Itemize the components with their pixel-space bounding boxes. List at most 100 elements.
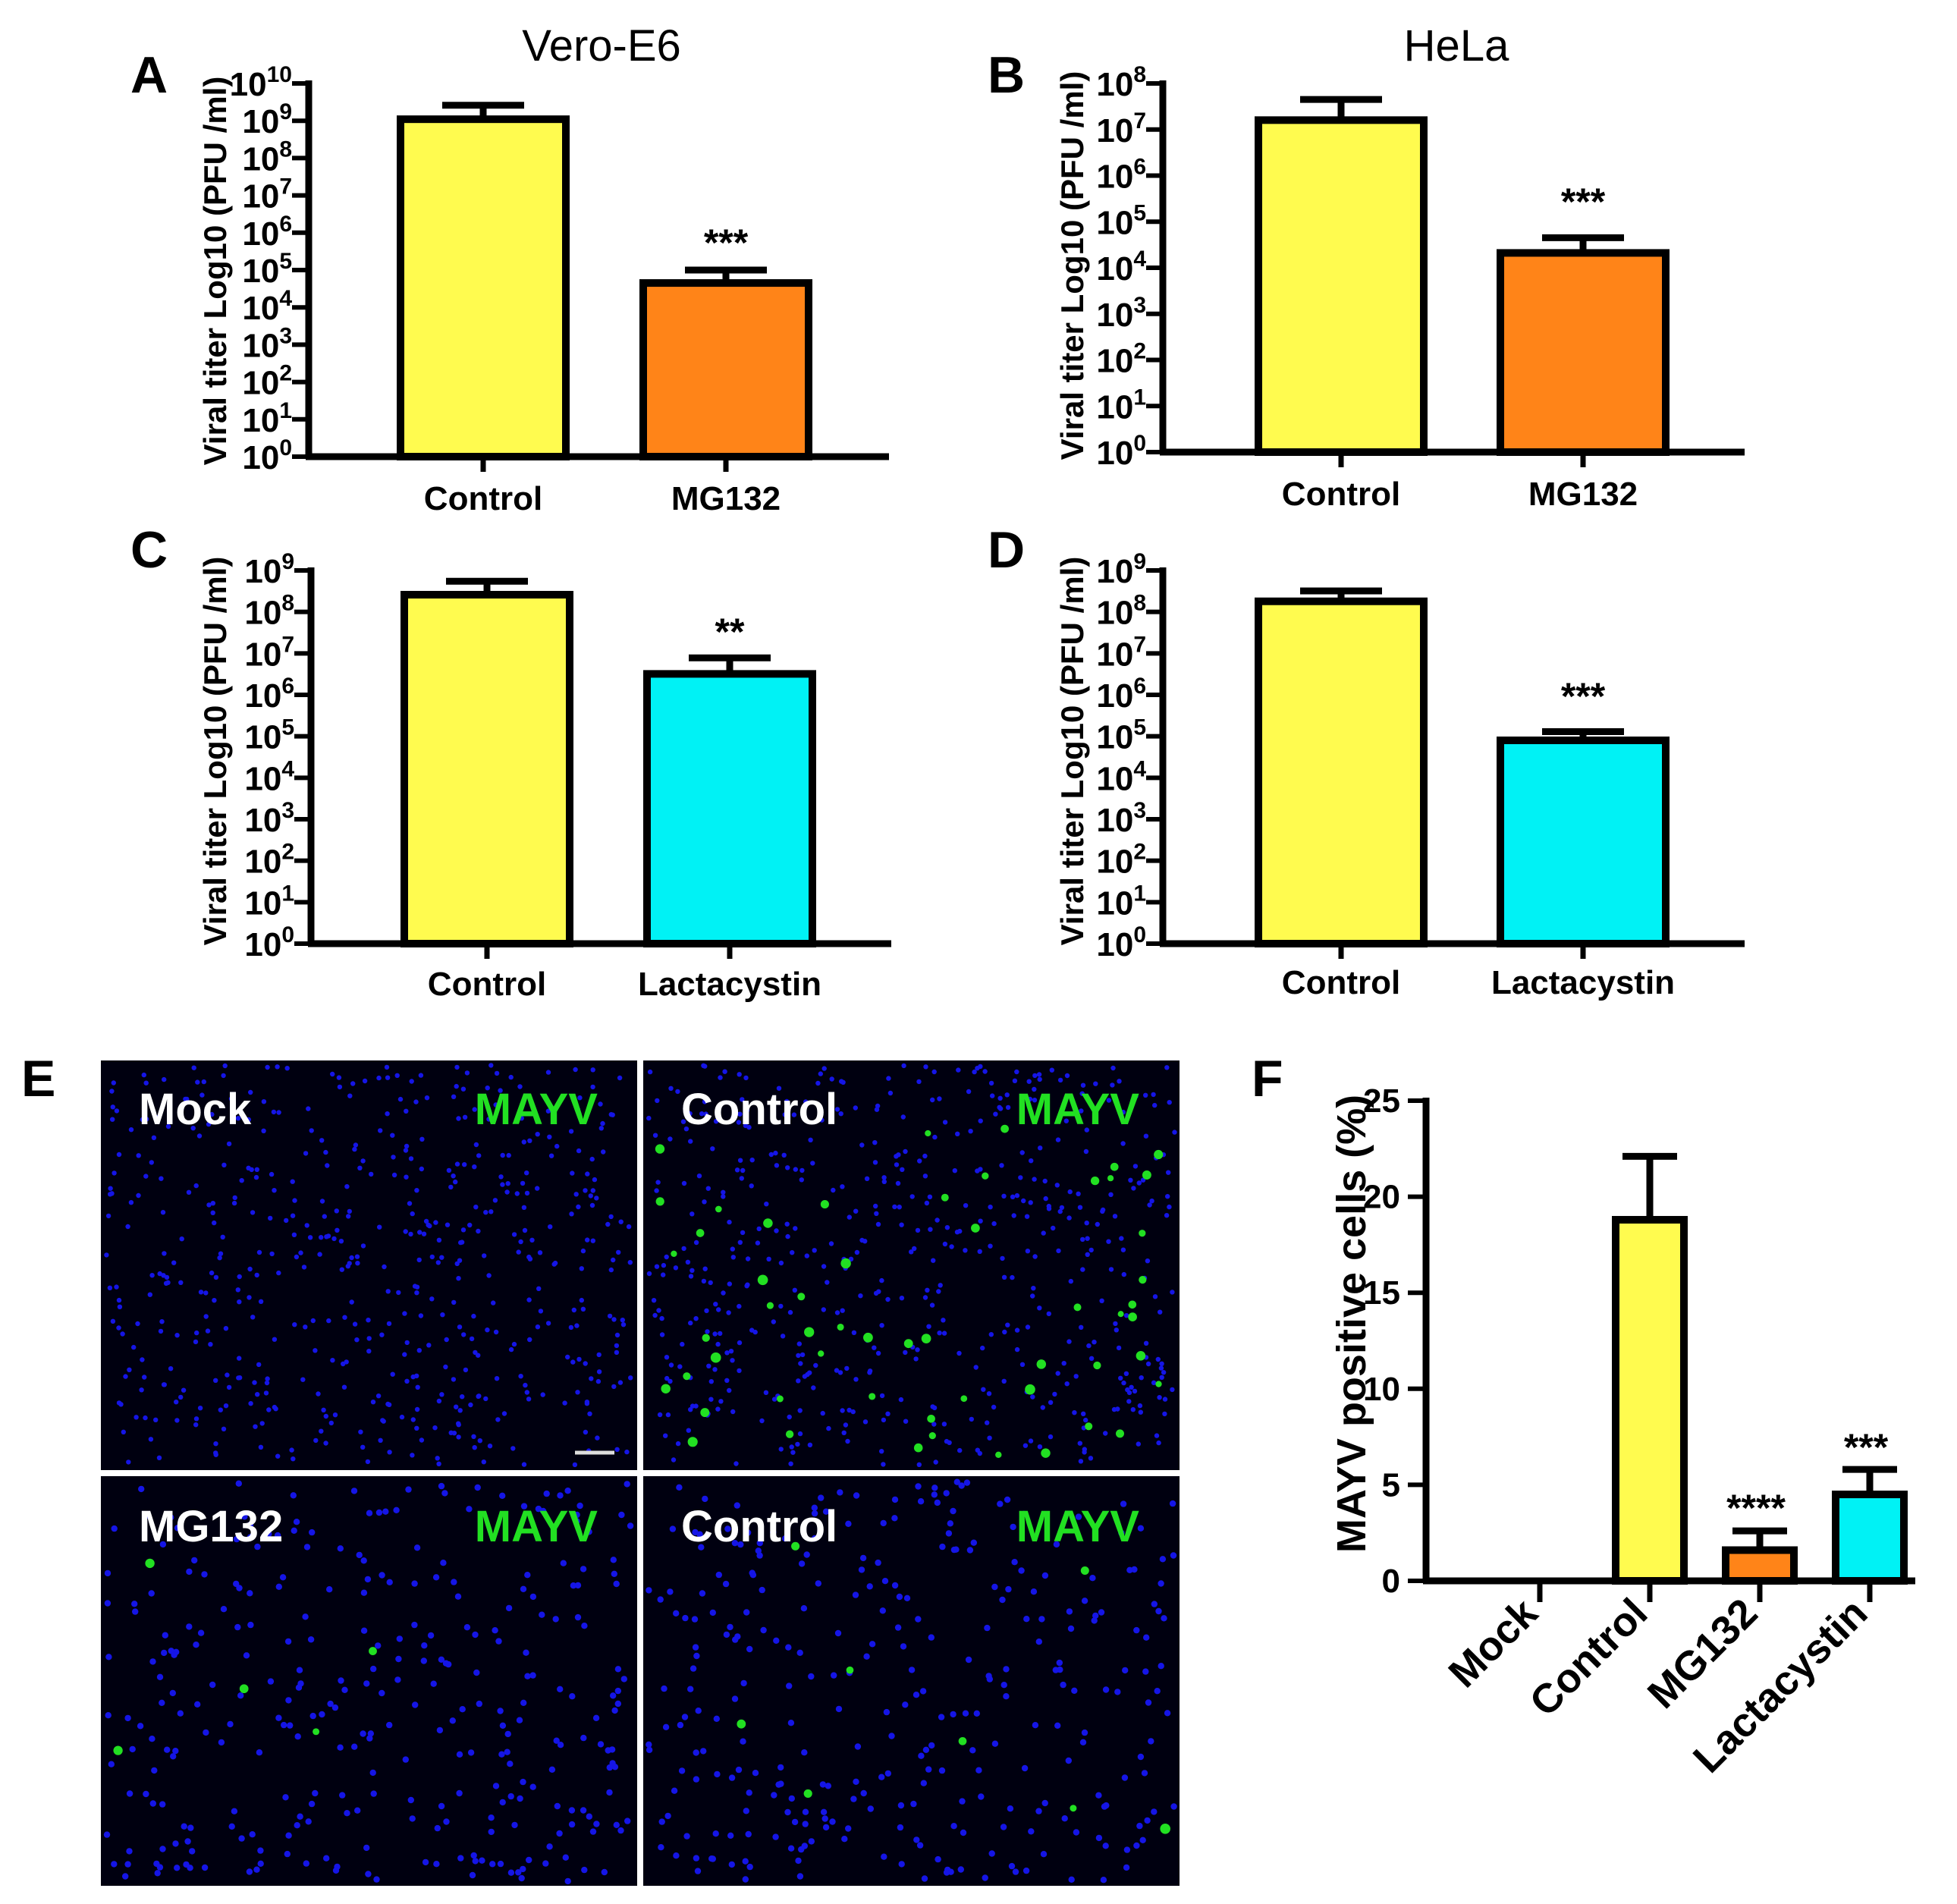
nucleus <box>1123 1846 1131 1853</box>
nucleus <box>743 1075 749 1081</box>
nucleus <box>1022 1867 1030 1874</box>
nucleus <box>492 1198 498 1203</box>
nucleus <box>787 1309 793 1315</box>
nucleus <box>163 1280 169 1287</box>
nucleus <box>253 1174 259 1180</box>
chart-a-ytick-label-10: 1010 <box>230 62 292 103</box>
nucleus <box>467 1222 473 1228</box>
nucleus <box>712 1331 718 1337</box>
infected-cell <box>797 1293 806 1301</box>
nucleus <box>597 1741 605 1748</box>
nucleus <box>1132 1388 1138 1394</box>
nucleus <box>310 1318 316 1324</box>
nucleus <box>127 1367 132 1373</box>
nucleus <box>963 1479 971 1486</box>
nucleus <box>997 1104 1002 1111</box>
nucleus <box>564 1877 571 1885</box>
nucleus <box>601 1149 606 1155</box>
nucleus <box>614 1687 621 1695</box>
nucleus <box>740 1097 745 1102</box>
nucleus <box>325 1233 331 1239</box>
nucleus <box>494 1070 500 1076</box>
nucleus <box>727 1281 732 1287</box>
nucleus <box>445 1661 452 1668</box>
infected-cell <box>1093 1361 1101 1370</box>
nucleus <box>237 1299 242 1305</box>
nucleus <box>1169 1500 1176 1507</box>
nucleus <box>304 1223 309 1228</box>
nucleus <box>902 1701 909 1708</box>
nucleus <box>828 1241 834 1246</box>
nucleus <box>387 1450 392 1455</box>
nucleus <box>552 1616 559 1623</box>
nucleus <box>231 1808 238 1814</box>
nucleus <box>399 1414 405 1420</box>
nucleus <box>988 1205 993 1210</box>
nucleus <box>303 1860 309 1867</box>
nucleus <box>749 1183 754 1189</box>
nucleus <box>614 1332 620 1338</box>
nucleus <box>469 1336 475 1342</box>
nucleus <box>476 1153 482 1158</box>
infected-cell <box>763 1218 773 1228</box>
nucleus <box>444 1337 449 1343</box>
nucleus <box>746 1863 753 1871</box>
micro-panel-mg132 <box>101 1476 637 1886</box>
nucleus <box>483 1396 488 1402</box>
infected-cell <box>1000 1124 1009 1133</box>
nucleus <box>759 1418 765 1424</box>
nucleus <box>212 1298 217 1303</box>
nucleus <box>780 1334 786 1339</box>
nucleus <box>784 1808 791 1816</box>
nucleus <box>186 1623 193 1630</box>
nucleus <box>1158 1580 1164 1587</box>
nucleus <box>1123 1371 1129 1377</box>
nucleus <box>743 1609 750 1616</box>
nucleus <box>183 1861 190 1868</box>
nucleus <box>808 1673 815 1680</box>
nucleus <box>511 1232 517 1237</box>
nucleus <box>943 1490 950 1497</box>
nucleus <box>789 1444 794 1450</box>
nucleus <box>811 1504 818 1511</box>
nucleus <box>1061 1815 1068 1822</box>
nucleus <box>928 1227 933 1232</box>
infected-cell <box>239 1684 249 1694</box>
nucleus <box>997 1500 1004 1507</box>
nucleus <box>788 1461 793 1466</box>
nucleus <box>160 1210 166 1215</box>
nucleus <box>576 1502 583 1510</box>
nucleus <box>772 1833 779 1840</box>
nucleus <box>975 1767 982 1774</box>
nucleus <box>261 1099 267 1104</box>
infected-cell <box>1041 1448 1051 1458</box>
nucleus <box>487 1444 493 1449</box>
nucleus <box>608 1746 616 1753</box>
nucleus <box>390 1371 395 1377</box>
nucleus <box>433 1220 438 1225</box>
nucleus <box>1068 1278 1074 1284</box>
nucleus <box>1140 1177 1146 1183</box>
nucleus <box>436 1726 444 1734</box>
nucleus <box>658 1844 664 1851</box>
nucleus <box>393 1507 400 1514</box>
nucleus <box>246 1117 251 1123</box>
nucleus <box>405 1486 412 1493</box>
nucleus <box>1170 1290 1175 1295</box>
nucleus <box>258 1444 264 1450</box>
nucleus <box>306 1106 311 1111</box>
chart-b-hela: HeLa Viral titer Log10 (PFU /ml) Control… <box>1054 21 1745 513</box>
nucleus <box>268 1215 273 1221</box>
nucleus <box>732 1636 739 1643</box>
infected-cell <box>655 1144 665 1154</box>
nucleus <box>869 1641 876 1648</box>
nucleus <box>285 1832 292 1839</box>
nucleus <box>504 1189 510 1195</box>
nucleus <box>436 1461 441 1467</box>
nucleus <box>718 1399 724 1404</box>
nucleus <box>676 1484 683 1491</box>
nucleus <box>523 1382 528 1388</box>
nucleus <box>1032 1073 1038 1079</box>
nucleus <box>820 1410 825 1416</box>
nucleus <box>456 1276 461 1281</box>
